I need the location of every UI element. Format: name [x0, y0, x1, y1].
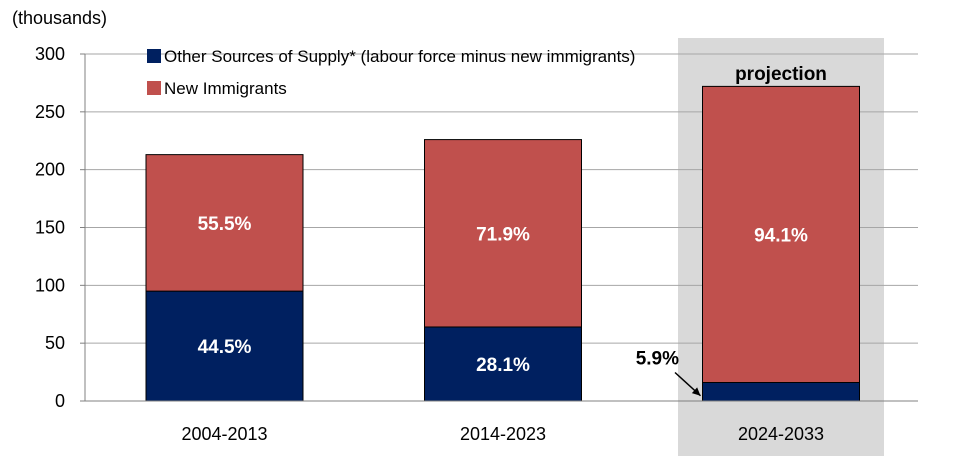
y-tick-label: 250 — [35, 102, 65, 122]
y-tick-label: 0 — [55, 391, 65, 411]
bar-segment-new-immigrants-2004-2013 — [145, 154, 304, 292]
x-tick-label: 2014-2023 — [460, 424, 546, 444]
x-tick-label: 2004-2013 — [181, 424, 267, 444]
y-unit-label: (thousands) — [12, 8, 107, 28]
data-label: 28.1% — [476, 355, 530, 376]
legend-label-new-immigrants: New Immigrants — [164, 79, 287, 98]
legend-swatch-new-immigrants — [147, 81, 161, 95]
callout-arrowhead — [691, 387, 701, 396]
legend-label-other-sources: Other Sources of Supply* (labour force m… — [164, 47, 635, 66]
data-label: 94.1% — [754, 225, 808, 246]
data-label-callout: 5.9% — [636, 348, 679, 369]
data-label: 71.9% — [476, 224, 530, 245]
y-tick-label: 100 — [35, 275, 65, 295]
data-label: 55.5% — [198, 214, 252, 235]
y-tick-label: 200 — [35, 160, 65, 180]
y-tick-label: 300 — [35, 44, 65, 64]
projection-label: projection — [735, 64, 827, 85]
legend-swatch-other-sources — [147, 49, 161, 63]
bar-segment-new-immigrants-2014-2023 — [424, 139, 582, 328]
data-label: 44.5% — [198, 337, 252, 358]
y-tick-label: 150 — [35, 218, 65, 238]
bar-segment-other-sources-2004-2013 — [145, 290, 304, 402]
y-tick-label: 50 — [45, 333, 65, 353]
bar-segment-other-sources-2024-2033 — [702, 381, 860, 402]
x-tick-label: 2024-2033 — [738, 424, 824, 444]
bar-segment-new-immigrants-2024-2033 — [702, 85, 860, 383]
